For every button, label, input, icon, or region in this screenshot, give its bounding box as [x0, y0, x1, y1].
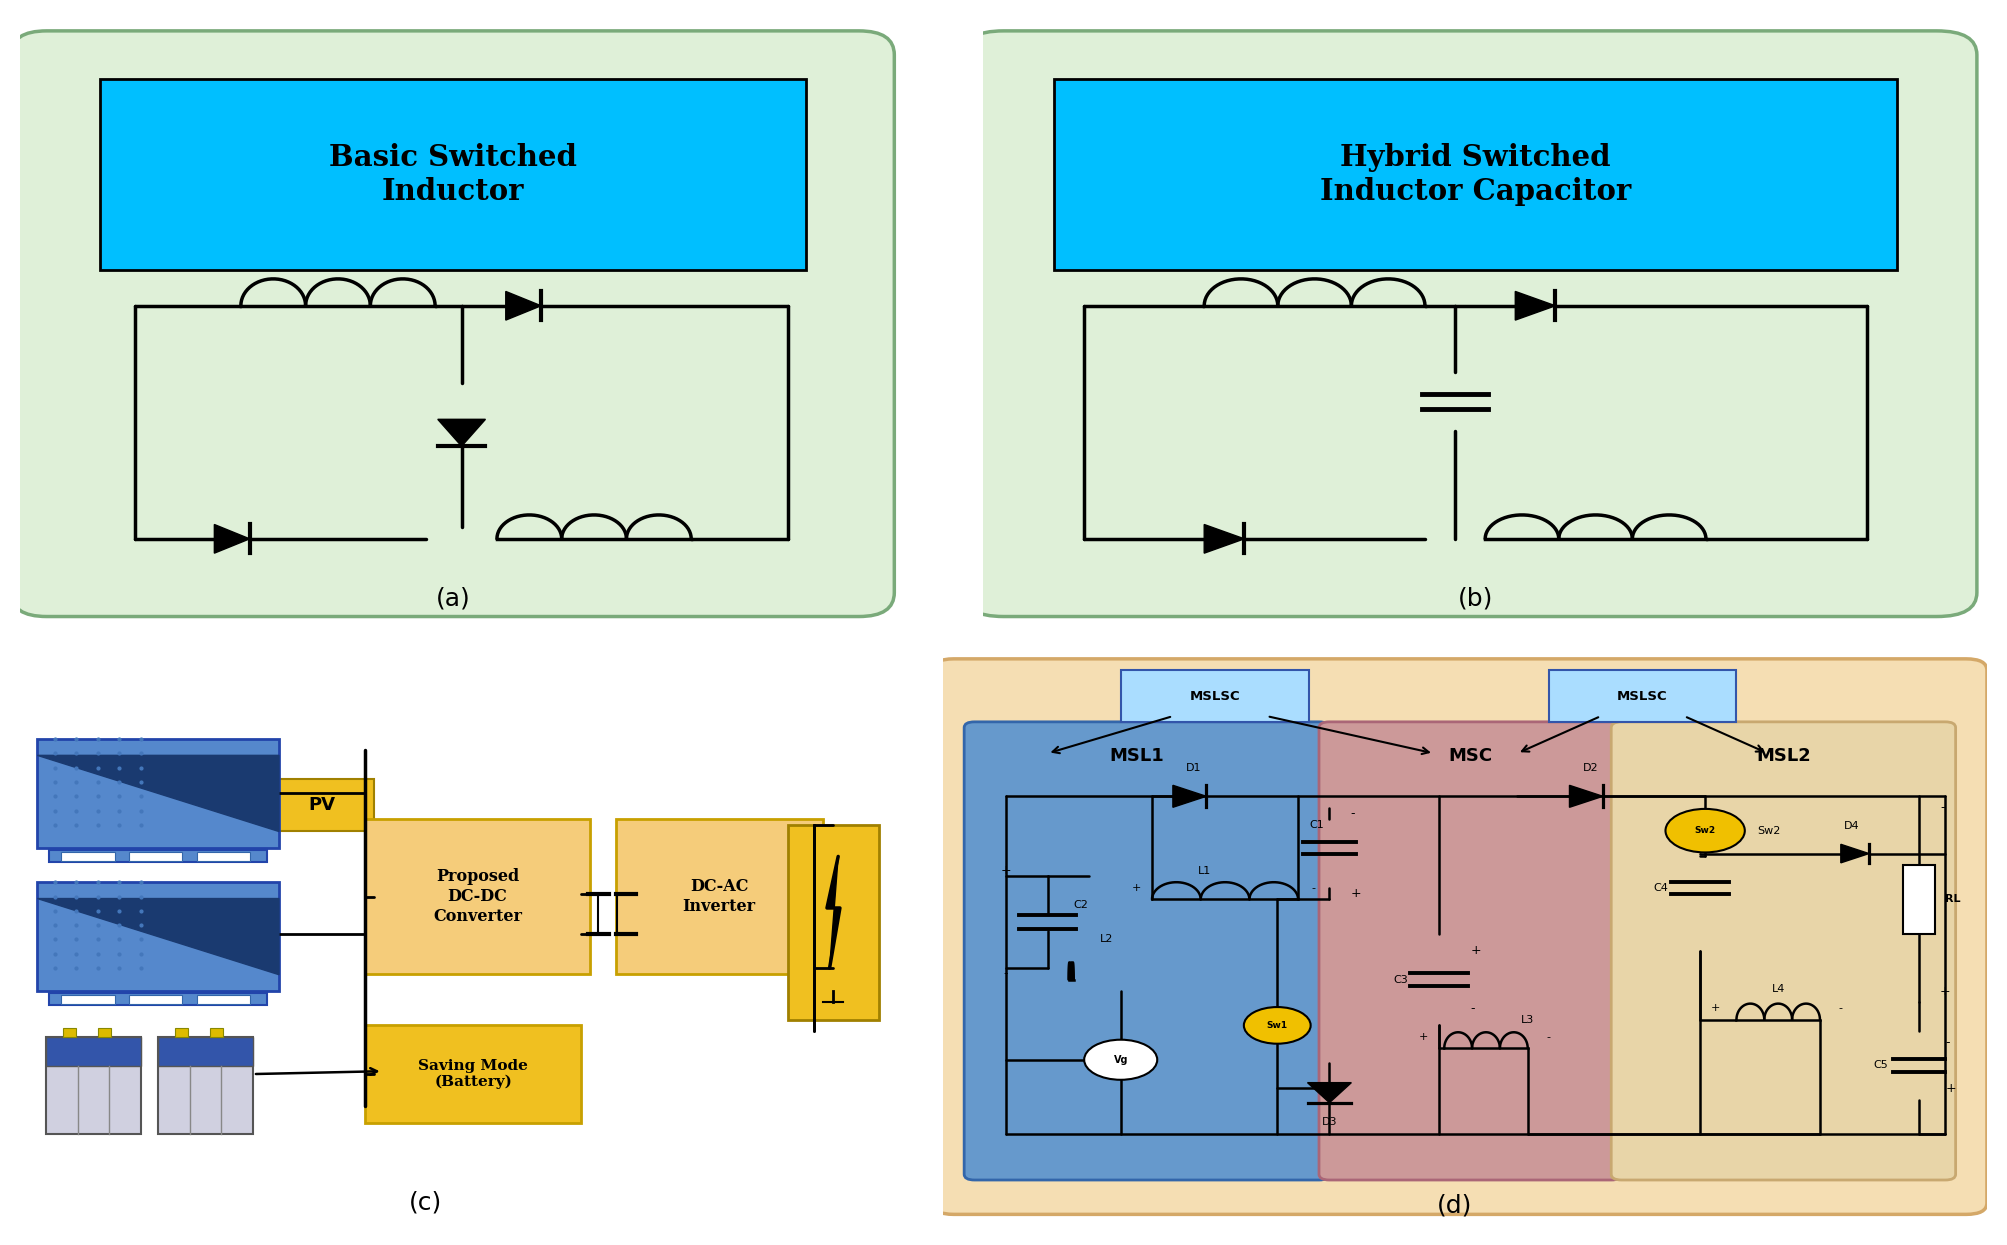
FancyBboxPatch shape [963, 31, 1977, 616]
Text: (c): (c) [409, 1190, 442, 1214]
Polygon shape [1204, 524, 1244, 553]
Polygon shape [1172, 786, 1206, 807]
FancyBboxPatch shape [50, 992, 267, 1006]
Text: D2: D2 [1584, 763, 1598, 773]
FancyBboxPatch shape [271, 779, 373, 830]
Text: -: - [1313, 883, 1317, 893]
FancyBboxPatch shape [963, 722, 1329, 1180]
Text: (b): (b) [1457, 586, 1493, 610]
FancyBboxPatch shape [175, 1028, 189, 1037]
Text: MSL1: MSL1 [1110, 747, 1164, 766]
FancyBboxPatch shape [197, 995, 251, 1005]
FancyBboxPatch shape [1319, 722, 1622, 1180]
FancyBboxPatch shape [365, 1026, 582, 1123]
FancyBboxPatch shape [12, 31, 895, 616]
Text: Proposed
DC-DC
Converter: Proposed DC-DC Converter [434, 869, 522, 925]
Text: +: + [1471, 945, 1481, 957]
Text: C3: C3 [1393, 975, 1407, 985]
Text: +: + [1132, 883, 1142, 893]
FancyBboxPatch shape [211, 1028, 223, 1037]
FancyBboxPatch shape [62, 1028, 76, 1037]
Text: C5: C5 [1873, 1061, 1889, 1071]
Polygon shape [1307, 1083, 1351, 1103]
FancyBboxPatch shape [38, 883, 279, 991]
Text: MSLSC: MSLSC [1618, 690, 1668, 702]
FancyBboxPatch shape [789, 825, 879, 1020]
FancyBboxPatch shape [50, 849, 267, 862]
Text: D4: D4 [1844, 820, 1858, 830]
Circle shape [1084, 1040, 1158, 1079]
Text: +: + [1419, 1032, 1429, 1042]
Polygon shape [1569, 786, 1604, 807]
FancyBboxPatch shape [38, 740, 279, 848]
Text: +: + [1945, 1082, 1955, 1094]
Text: C2: C2 [1074, 900, 1088, 910]
FancyBboxPatch shape [100, 78, 807, 270]
FancyBboxPatch shape [98, 1028, 110, 1037]
Polygon shape [1515, 291, 1555, 320]
Text: -: - [1838, 1003, 1842, 1013]
FancyBboxPatch shape [1054, 78, 1897, 270]
Text: Basic Switched
Inductor: Basic Switched Inductor [329, 143, 576, 205]
Polygon shape [38, 899, 279, 975]
FancyBboxPatch shape [46, 1037, 140, 1134]
Polygon shape [827, 857, 839, 969]
Text: L3: L3 [1521, 1016, 1535, 1026]
Polygon shape [215, 524, 249, 553]
Text: Sw2: Sw2 [1758, 825, 1780, 835]
FancyBboxPatch shape [1903, 865, 1935, 934]
Text: MSL2: MSL2 [1756, 747, 1810, 766]
Text: -: - [1004, 967, 1008, 980]
Text: MSLSC: MSLSC [1190, 690, 1240, 702]
Text: DC-AC
Inverter: DC-AC Inverter [682, 878, 757, 915]
FancyBboxPatch shape [159, 1037, 253, 1066]
Text: L4: L4 [1772, 984, 1784, 994]
Text: -: - [1945, 1036, 1949, 1050]
Polygon shape [1840, 844, 1869, 863]
Text: Saving Mode
(Battery): Saving Mode (Battery) [417, 1058, 528, 1089]
Text: Vg: Vg [1114, 1055, 1128, 1064]
Text: Hybrid Switched
Inductor Capacitor: Hybrid Switched Inductor Capacitor [1319, 143, 1632, 205]
Text: (a): (a) [436, 586, 470, 610]
FancyBboxPatch shape [62, 852, 114, 862]
Polygon shape [438, 420, 486, 446]
Text: -: - [1351, 807, 1355, 820]
FancyBboxPatch shape [197, 852, 251, 862]
FancyBboxPatch shape [128, 995, 183, 1005]
Text: Sw1: Sw1 [1266, 1021, 1288, 1030]
FancyBboxPatch shape [1612, 722, 1955, 1180]
FancyBboxPatch shape [1549, 670, 1736, 722]
Text: PV: PV [309, 796, 335, 814]
FancyBboxPatch shape [1120, 670, 1309, 722]
Text: RL: RL [1945, 894, 1961, 904]
FancyBboxPatch shape [933, 659, 1987, 1214]
Text: -: - [1547, 1032, 1551, 1042]
Text: +: + [1710, 1003, 1720, 1013]
Text: D1: D1 [1186, 763, 1202, 773]
Text: D3: D3 [1323, 1117, 1337, 1127]
Polygon shape [38, 756, 279, 832]
Text: C4: C4 [1654, 883, 1668, 893]
FancyBboxPatch shape [365, 819, 590, 974]
Text: L1: L1 [1198, 867, 1210, 876]
FancyBboxPatch shape [128, 852, 183, 862]
Text: +: + [1941, 985, 1951, 997]
Text: MSC: MSC [1449, 747, 1493, 766]
Circle shape [1666, 809, 1744, 853]
FancyBboxPatch shape [62, 995, 114, 1005]
Text: C1: C1 [1309, 820, 1325, 830]
Text: Sw2: Sw2 [1694, 827, 1716, 835]
Text: +: + [1351, 888, 1361, 900]
FancyBboxPatch shape [46, 1037, 140, 1066]
FancyBboxPatch shape [616, 819, 823, 974]
Text: -: - [1471, 1002, 1475, 1015]
FancyBboxPatch shape [159, 1037, 253, 1134]
Polygon shape [506, 291, 542, 320]
Text: -: - [1941, 802, 1945, 814]
Text: +: + [1001, 864, 1012, 878]
Text: (d): (d) [1437, 1193, 1473, 1218]
Circle shape [1244, 1007, 1311, 1043]
Text: L2: L2 [1100, 935, 1114, 945]
